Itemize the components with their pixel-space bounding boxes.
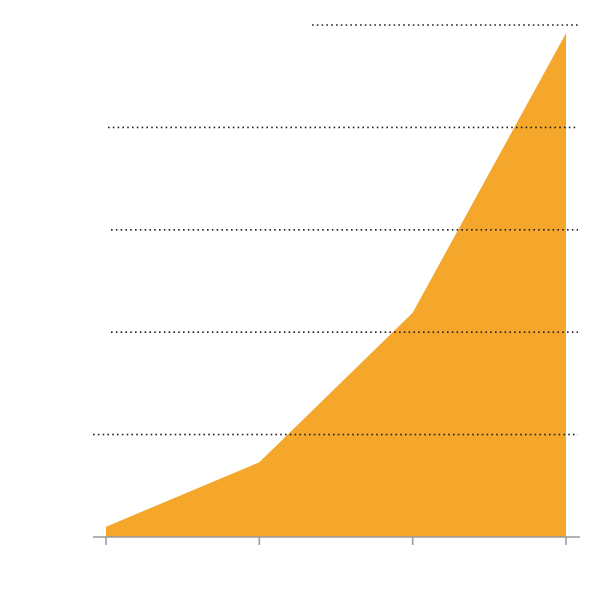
area (106, 33, 566, 537)
